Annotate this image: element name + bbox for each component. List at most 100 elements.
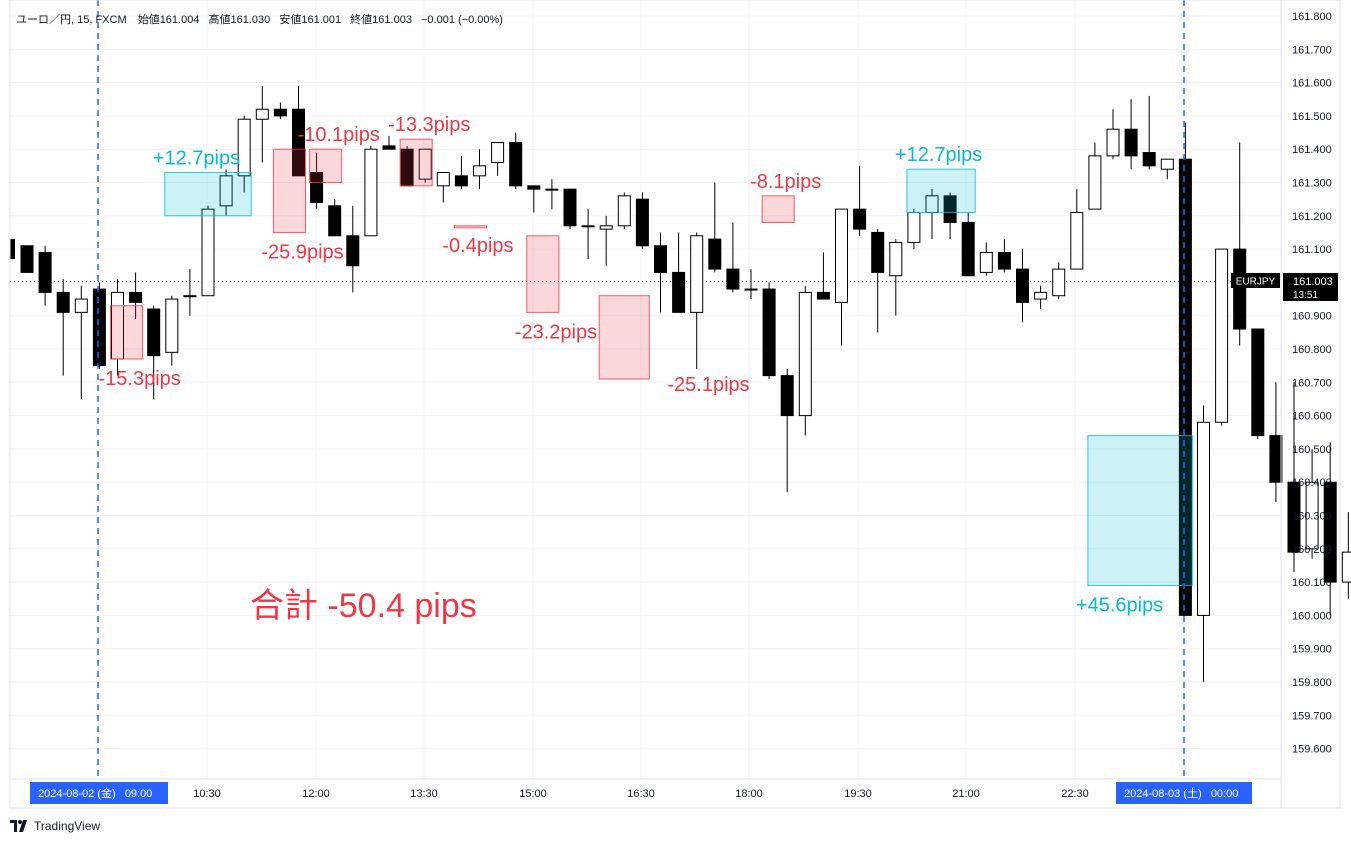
candle [1233, 142, 1247, 346]
price-tick-label: 159.600 [1292, 744, 1332, 756]
candle [545, 179, 559, 210]
candle [1341, 512, 1351, 599]
price-tick-label: 160.700 [1292, 377, 1332, 389]
partial-candle [10, 239, 15, 260]
candle [454, 155, 468, 190]
candle [473, 149, 486, 190]
candle-body [871, 231, 885, 273]
session-dividers [97, 0, 1185, 779]
candle [1160, 158, 1174, 180]
price-tick-label: 161.100 [1292, 244, 1332, 256]
candle-body [726, 268, 740, 290]
trade-pips-label: +12.7pips [895, 144, 982, 166]
candle [201, 205, 215, 297]
candle-body [563, 188, 577, 227]
gain-box [1087, 435, 1193, 586]
price-tag-value-bg [1283, 273, 1338, 301]
candle [997, 239, 1011, 273]
candle [527, 185, 541, 213]
candle-body [1215, 248, 1229, 423]
legend-close: 161.003 [372, 14, 412, 26]
legend-change: −0.001 (−0.00%) [421, 14, 503, 26]
candle-body [943, 195, 957, 223]
price-tick-label: 160.800 [1292, 344, 1332, 356]
trade-pips-label: -13.3pips [388, 114, 470, 136]
candle-body [255, 108, 269, 120]
candle [328, 199, 342, 237]
candle [943, 192, 957, 240]
candle [1034, 285, 1048, 310]
candle-body [38, 251, 52, 293]
loss-box [598, 295, 650, 380]
candle-body [454, 175, 468, 187]
loss-trade: -0.4pips [442, 225, 514, 257]
candle [889, 239, 903, 316]
candle [835, 208, 848, 346]
chart-grid [10, 0, 1281, 779]
candle [1142, 95, 1156, 170]
trade-pips-label: +12.7pips [153, 148, 240, 170]
candle [418, 148, 432, 183]
candle-body [961, 221, 975, 277]
candle-body [1106, 128, 1120, 157]
candle-body [1323, 481, 1337, 583]
footer[interactable]: TradingView [10, 817, 100, 835]
candle-body [690, 235, 704, 313]
candle [979, 242, 993, 276]
date-badge-start-text: 2024-08-02 (金) 09:00 [38, 786, 152, 800]
price-tag-symbol: EURJPY [1236, 277, 1276, 288]
candle-body [853, 208, 867, 230]
candle [92, 282, 106, 369]
candle-body [1287, 481, 1301, 553]
candle-body [1269, 435, 1283, 483]
candle [1178, 122, 1192, 616]
candle-body [654, 245, 667, 273]
candle [165, 295, 179, 366]
candle [581, 209, 595, 260]
legend-high: 161.030 [231, 14, 271, 26]
candle-body [1142, 152, 1156, 167]
loss-trade: -15.3pips [99, 305, 181, 390]
price-tick-label: 159.700 [1292, 710, 1332, 722]
price-tag-symbol-bg [1231, 273, 1280, 288]
candle-body [1233, 248, 1247, 330]
candle-body [1160, 158, 1174, 170]
gain-box [164, 172, 252, 217]
candle [74, 285, 88, 399]
candle [1251, 328, 1265, 439]
price-tick-label: 160.000 [1292, 610, 1332, 622]
candle [907, 209, 921, 250]
candle-body [997, 251, 1011, 270]
footer-brand: TradingView [34, 819, 101, 833]
candle-body [292, 108, 305, 177]
candle-body [165, 298, 179, 353]
loss-box [526, 235, 560, 313]
gain-box [906, 168, 976, 213]
loss-box [272, 148, 306, 233]
candle [1106, 109, 1120, 160]
candle-body [273, 108, 287, 117]
candle-body [780, 375, 794, 417]
candle [563, 188, 577, 230]
candle [183, 269, 197, 316]
candle [726, 222, 740, 293]
price-tag-price: 161.003 [1293, 276, 1333, 288]
trade-pips-label: -15.3pips [99, 368, 181, 390]
price-axis: 161.800 161.700 161.600 161.500 161.400 161.3… [1292, 11, 1332, 756]
legend-text: ユーロ／円, 15, FXCM 始値161.004 高値161.030 安値16… [16, 12, 503, 26]
candle-body [364, 148, 378, 237]
loss-box [110, 305, 144, 360]
trade-pips-label: +45.6pips [1076, 594, 1163, 616]
candle-body [527, 185, 541, 190]
gain-trade: +12.7pips [153, 148, 252, 217]
tradingview-logo-icon [10, 820, 27, 832]
price-tick-label: 161.300 [1292, 178, 1332, 190]
candle [871, 229, 885, 333]
candle [255, 85, 269, 163]
legend-open-label: 始値 [138, 12, 160, 26]
frame-border [9, 0, 1341, 809]
loss-trade: -8.1pips [750, 171, 821, 223]
candle-body [708, 238, 722, 270]
price-tick-label: 159.900 [1292, 644, 1332, 656]
